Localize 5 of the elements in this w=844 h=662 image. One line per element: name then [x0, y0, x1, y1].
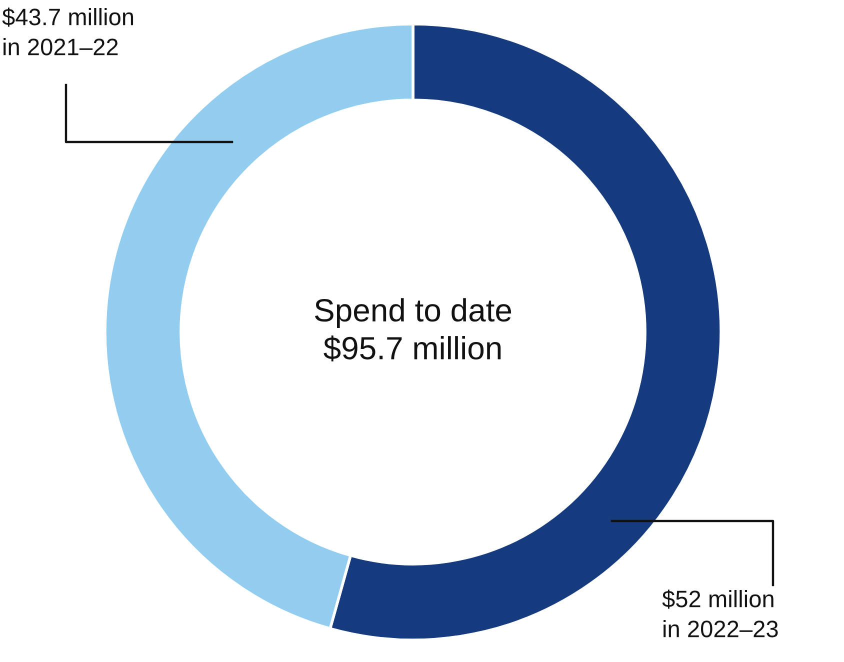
text: Spend to date $95.7 million: [314, 298, 512, 362]
slice-label: in 2021–22: [4, 38, 118, 56]
data-label: $43.7 million: [2, 8, 134, 27]
data-label: $52 million: [662, 590, 774, 609]
slice-label: in 2022–23: [664, 620, 778, 638]
